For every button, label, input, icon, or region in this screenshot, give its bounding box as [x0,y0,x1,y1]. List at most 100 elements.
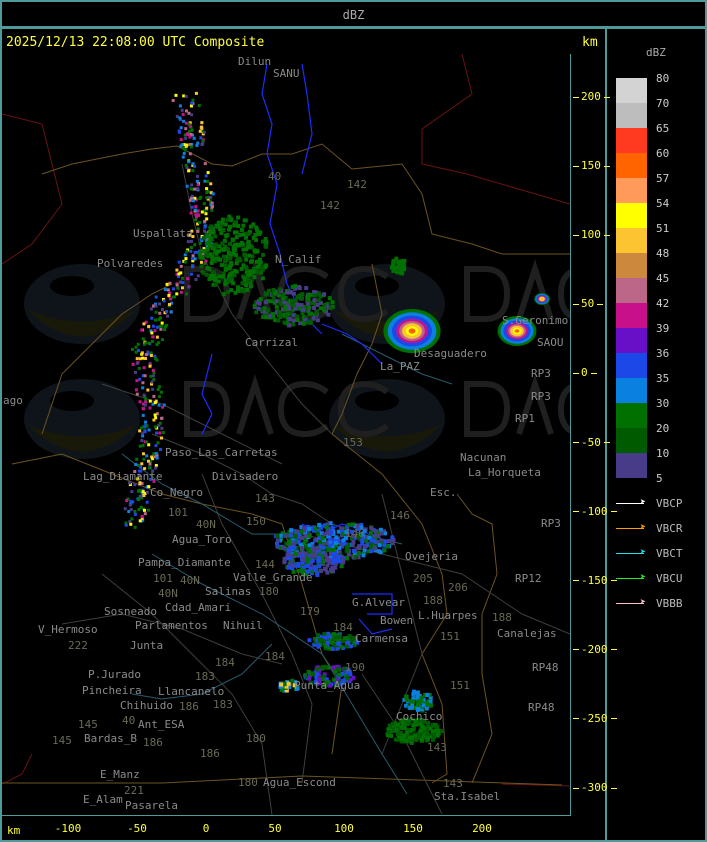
echo-pixel [133,470,137,474]
colorbar-swatch [616,378,647,403]
echo-pixel [327,646,332,651]
echo-pixel [288,533,293,538]
echo-pixel [333,643,338,648]
echo-pixel [191,133,195,137]
echo-pixel [130,517,134,521]
echo-pixel [421,700,426,705]
route-number: 101 [168,506,188,519]
echo-pixel [301,321,306,326]
y-tick-label: 150 [573,159,610,172]
echo-pixel [214,223,219,228]
echo-pixel [226,289,231,294]
echo-pixel [188,152,192,156]
echo-pixel [291,322,296,327]
echo-pixel [254,259,259,264]
echo-pixel [123,507,127,511]
place-label: E_Alam [83,793,123,806]
echo-pixel [166,314,170,318]
echo-pixel [220,217,225,222]
echo-pixel [415,702,420,707]
watermark-shape [355,391,399,411]
echo-pixel [323,664,328,669]
echo-pixel [404,694,409,699]
echo-pixel [217,274,222,279]
echo-pixel [315,302,320,307]
echo-pixel [146,508,150,512]
echo-pixel [374,533,379,538]
echo-pixel [157,403,161,407]
echo-pixel [137,463,141,467]
echo-pixel [297,294,302,299]
route-number: 184 [265,650,285,663]
echo-pixel [262,310,267,315]
echo-pixel [255,265,260,270]
echo-pixel [324,545,329,550]
echo-pixel [244,235,249,240]
arrow-head-icon: ➤ [640,547,647,558]
route-number: 221 [124,784,144,797]
echo-pixel [275,533,280,538]
echo-pixel [208,230,213,235]
echo-pixel [293,305,298,310]
echo-pixel [248,284,253,289]
echo-pixel [129,501,133,505]
echo-pixel [143,491,147,495]
echo-pixel [253,249,258,254]
echo-pixel [145,500,149,504]
echo-pixel [294,532,299,537]
echo-pixel [414,737,419,742]
echo-pixel [200,125,204,129]
arrow-icon [616,578,644,579]
echo-pixel [425,702,430,707]
echo-pixel [184,257,188,261]
echo-pixel [180,108,184,112]
echo-pixel [360,538,365,543]
echo-pixel [130,347,134,351]
echo-pixel [186,277,190,281]
echo-pixel [299,529,304,534]
echo-pixel [154,304,158,308]
echo-pixel [148,361,152,365]
arrow-head-icon: ➤ [640,572,647,583]
echo-pixel [328,537,333,542]
echo-pixel [317,540,322,545]
echo-pixel [326,665,331,670]
echo-pixel [220,241,225,246]
echo-pixel [149,307,153,311]
echo-pixel [217,244,222,249]
echo-pixel [241,263,246,268]
place-label: RP1 [515,412,535,425]
place-label: RP48 [528,701,555,714]
echo-pixel [315,638,320,643]
echo-pixel [140,351,144,355]
echo-pixel [184,94,188,98]
echo-pixel [326,547,331,552]
echo-pixel [199,249,204,254]
echo-pixel [282,306,287,311]
echo-pixel [247,229,252,234]
echo-pixel [153,413,157,417]
echo-pixel [332,677,337,682]
place-label: Polvaredes [97,257,164,270]
echo-pixel [141,488,145,492]
echo-pixel [175,292,179,296]
echo-pixel [193,257,197,261]
echo-pixel [382,543,387,548]
route-number: 179 [300,605,320,618]
echo-pixel [148,406,152,410]
echo-pixel [145,485,149,489]
echo-pixel [333,550,338,555]
echo-pixel [368,549,373,554]
route-number: 40N [196,518,216,531]
echo-pixel [249,259,254,264]
echo-pixel [290,562,295,567]
echo-pixel [336,672,341,677]
echo-pixel [154,466,158,470]
place-label: Pasarela [125,799,178,812]
echo-pixel [143,403,147,407]
echo-pixel [323,558,328,563]
radar-map[interactable] [2,54,571,816]
place-label: L.Huarpes [418,609,478,622]
echo-pixel [155,335,159,339]
place-label: Desaguadero [414,347,487,360]
